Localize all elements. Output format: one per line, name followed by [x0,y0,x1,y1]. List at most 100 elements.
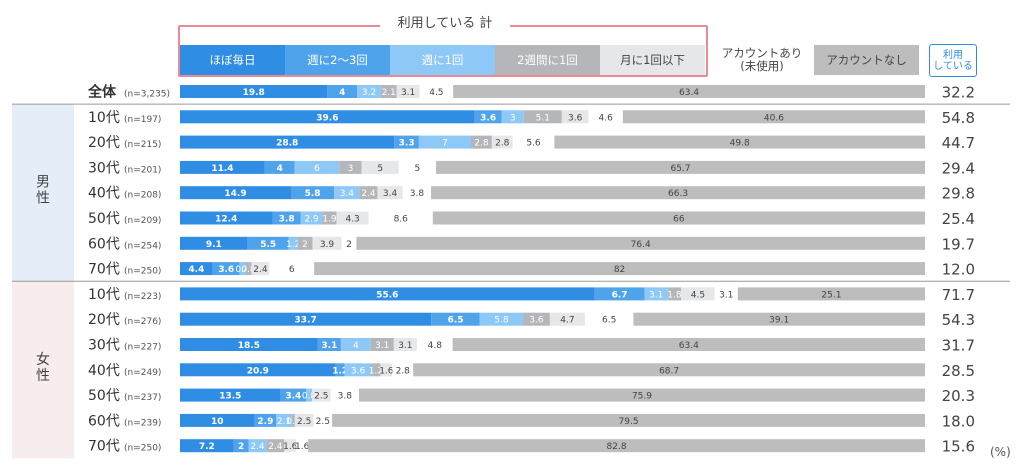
bar-seg-3-5 [398,160,437,174]
row-label-6: 60代 [88,236,120,252]
data-label-13-3: 0.4 [286,417,301,427]
row-label-1: 10代 [88,110,120,126]
data-label-2-1: 3.3 [399,139,415,149]
data-label-1-2: 3 [510,113,516,123]
row-label-3: 30代 [88,160,120,176]
data-label-11-2: 3.6 [351,366,366,376]
usage-column-header: 利用 している [929,44,977,77]
data-label-2-3: 2.8 [474,139,489,149]
bar-seg-10-2 [340,338,371,351]
bar-seg-3-2 [294,160,340,174]
data-label-6-4: 3.9 [320,240,335,250]
bar-seg-5-5 [368,211,433,225]
bar-seg-14-1 [233,439,249,453]
bar-seg-9-1 [431,312,480,326]
data-label-9-3: 3.6 [529,316,544,326]
data-label-13-1: 2.9 [257,417,273,427]
bar-seg-7-0 [180,262,213,276]
data-label-1-3: 5.1 [536,113,550,123]
bar-seg-11-6 [413,363,925,377]
bar-seg-1-3 [523,110,562,124]
bar-seg-12-6 [358,388,925,402]
data-label-12-0: 13.5 [219,392,241,402]
bar-seg-3-0 [180,160,265,174]
data-label-4-6: 66.3 [668,189,688,199]
data-label-8-6: 25.1 [821,290,841,300]
bar-seg-10-5 [416,338,453,351]
using-value-2: 44.7 [942,134,975,152]
data-label-8-5: 3.1 [719,290,733,300]
bar-seg-10-4 [393,338,417,351]
row-n-2: (n=215) [124,140,161,150]
using-value-3: 29.4 [942,159,975,177]
data-label-6-1: 5.5 [260,240,276,250]
data-label-13-4: 2.5 [297,417,311,427]
data-label-6-2: 1.2 [286,240,300,250]
bar-seg-9-5 [584,312,634,326]
group-label-1-1: 性 [36,191,50,207]
row-n-8: (n=223) [124,292,161,302]
data-label-3-2: 6 [314,164,320,174]
bar-seg-5-0 [180,211,273,225]
bar-seg-8-1 [594,287,645,301]
data-label-14-3: 2.4 [268,442,283,452]
using-value-6: 19.7 [942,235,975,253]
bar-seg-11-4 [380,363,393,377]
row-n-0: (n=3,235) [124,90,170,100]
data-label-0-5: 4.5 [429,88,443,98]
data-label-3-6: 65.7 [670,164,690,174]
data-label-2-6: 49.8 [730,139,750,149]
row-n-5: (n=209) [124,216,161,226]
data-label-5-2: 2.9 [304,215,319,225]
data-label-3-4: 5 [377,164,383,174]
row-n-14: (n=250) [124,444,161,454]
bar-seg-1-4 [561,110,589,124]
bar-seg-14-6 [308,439,925,453]
group-band-2 [12,281,74,459]
data-label-14-6: 82.8 [607,442,627,452]
row-n-12: (n=237) [124,393,161,403]
bar-seg-12-2 [306,388,312,402]
bar-seg-6-6 [356,236,925,250]
data-label-13-6: 79.5 [619,417,639,427]
data-label-14-2: 2.4 [250,442,265,452]
data-label-14-5: 1.6 [295,442,310,452]
bar-seg-11-5 [392,363,414,377]
bar-seg-8-6 [737,287,925,301]
legend-almost-daily: ほぼ毎日 [180,45,285,75]
legend-once-per-week: 週に1回 [390,45,495,75]
bar-seg-9-0 [180,312,432,326]
data-label-8-4: 4.5 [691,290,705,300]
bar-seg-7-5 [269,262,315,276]
data-label-6-3: 2 [302,240,308,250]
bar-seg-5-4 [336,211,369,225]
data-label-9-6: 39.1 [769,316,789,326]
data-label-12-1: 3.4 [285,392,301,402]
data-label-4-3: 2.4 [361,189,376,199]
bar-seg-0-3 [380,85,397,98]
bar-seg-0-2 [357,85,381,98]
row-label-14: 70代 [88,439,120,455]
data-label-5-0: 12.4 [215,215,237,225]
row-n-4: (n=208) [124,191,161,201]
bar-seg-11-2 [344,363,372,377]
bar-seg-3-1 [264,160,295,174]
data-label-1-0: 39.6 [316,113,338,123]
legend-once-per-2-weeks: 2週間に1回 [495,45,600,75]
group-label-2-0: 女 [36,351,50,368]
bar-seg-8-4 [681,287,715,301]
data-label-6-0: 9.1 [206,240,222,250]
bar-seg-3-4 [361,160,399,174]
bar-seg-13-5 [313,413,333,427]
bar-seg-5-1 [272,211,301,225]
data-label-10-0: 18.5 [238,341,260,351]
bar-seg-7-4 [251,262,270,276]
data-label-4-5: 3.8 [410,189,425,199]
data-label-7-6: 82 [614,265,625,275]
data-label-2-4: 2.8 [495,139,510,149]
data-label-2-5: 5.6 [526,139,541,149]
data-label-7-0: 4.4 [188,265,204,275]
legend-2-3-per-week: 週に2～3回 [285,45,390,75]
bar-seg-1-6 [622,110,925,124]
